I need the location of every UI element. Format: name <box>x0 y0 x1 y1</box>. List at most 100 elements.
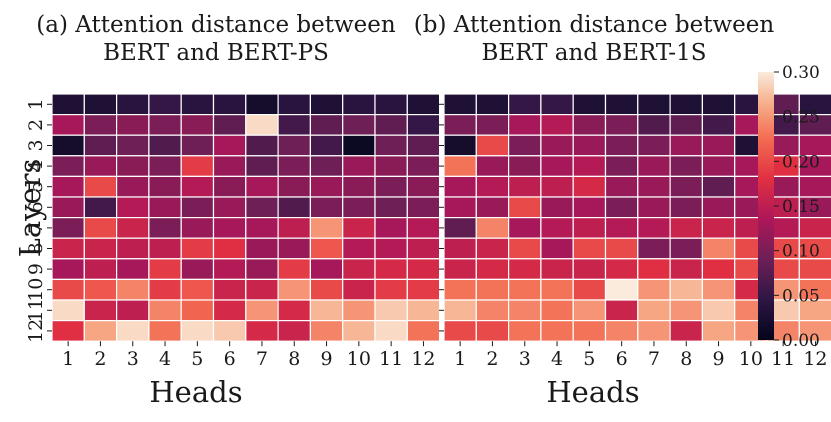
cell-p1-r1-c5 <box>572 93 607 116</box>
cell-p0-r7-c5 <box>180 217 215 239</box>
cell-p0-r8-c7 <box>245 237 279 260</box>
cell-p0-r3-c11 <box>374 134 408 157</box>
cell-p1-r2-c2 <box>475 113 510 136</box>
x-tick-label-p1-7: 7 <box>648 348 660 370</box>
cell-p1-r4-c6 <box>604 155 639 178</box>
cell-p1-r6-c1 <box>443 196 477 219</box>
cell-p1-r2-c6 <box>604 113 639 136</box>
cell-p1-r6-c6 <box>604 196 639 219</box>
cell-p0-r12-c6 <box>212 320 247 342</box>
x-tick-label-p1-2: 2 <box>486 348 498 370</box>
cell-p0-r5-c6 <box>212 175 247 198</box>
cell-p1-r11-c8 <box>669 299 703 322</box>
cell-p0-r1-c9 <box>309 93 344 116</box>
colorbar-tick-label-0.25: 0.25 <box>782 108 820 128</box>
cell-p1-r6-c2 <box>475 196 510 219</box>
cell-p0-r6-c7 <box>245 196 279 219</box>
x-tick-label-p0-3: 3 <box>127 348 139 370</box>
cell-p0-r3-c12 <box>406 134 441 157</box>
cell-p1-r11-c4 <box>540 299 574 322</box>
cell-p1-r4-c4 <box>540 155 574 178</box>
cell-p0-r9-c6 <box>212 258 247 280</box>
panel-a-title-line2: BERT and BERT-PS <box>103 40 329 66</box>
cell-p0-r12-c7 <box>245 320 279 342</box>
cell-p1-r11-c9 <box>701 299 736 322</box>
cell-p1-r3-c4 <box>540 134 574 157</box>
cell-p0-r10-c6 <box>212 278 247 301</box>
cell-p1-r8-c9 <box>701 237 736 260</box>
panel-b-title-line1: (b) Attention distance between <box>414 12 775 38</box>
cell-p1-r10-c4 <box>540 278 574 301</box>
cell-p1-r8-c3 <box>508 237 542 260</box>
cell-p1-r2-c9 <box>701 113 736 136</box>
cell-p0-r7-c8 <box>277 217 312 239</box>
cell-p0-r10-c3 <box>115 278 150 301</box>
cell-p1-r5-c7 <box>637 175 671 198</box>
cell-p1-r8-c7 <box>637 237 671 260</box>
colorbar-tick-label-0.20: 0.20 <box>782 152 820 172</box>
cell-p0-r11-c12 <box>406 299 441 322</box>
cell-p0-r1-c6 <box>212 93 247 116</box>
cell-p0-r2-c12 <box>406 113 441 136</box>
cell-p0-r10-c10 <box>342 278 376 301</box>
cell-p1-r7-c7 <box>637 217 671 239</box>
cell-p1-r5-c9 <box>701 175 736 198</box>
cell-p0-r10-c7 <box>245 278 279 301</box>
cell-p1-r12-c1 <box>443 320 477 342</box>
cell-p1-r1-c7 <box>637 93 671 116</box>
x-tick-label-p0-8: 8 <box>288 348 300 370</box>
cell-p0-r6-c5 <box>180 196 215 219</box>
cell-p1-r10-c8 <box>669 278 703 301</box>
cell-p0-r8-c9 <box>309 237 344 260</box>
cell-p1-r12-c7 <box>637 320 671 342</box>
cell-p0-r5-c11 <box>374 175 408 198</box>
cell-p0-r5-c10 <box>342 175 376 198</box>
cell-p1-r7-c4 <box>540 217 574 239</box>
cell-p0-r7-c2 <box>83 217 118 239</box>
cell-p0-r1-c12 <box>406 93 441 116</box>
cell-p0-r7-c9 <box>309 217 344 239</box>
cell-p1-r8-c8 <box>669 237 703 260</box>
cell-p1-r6-c7 <box>637 196 671 219</box>
cell-p0-r2-c3 <box>115 113 150 136</box>
cell-p0-r4-c7 <box>245 155 279 178</box>
cell-p0-r11-c7 <box>245 299 279 322</box>
cell-p0-r2-c2 <box>83 113 118 136</box>
cell-p1-r3-c7 <box>637 134 671 157</box>
cell-p0-r8-c3 <box>115 237 150 260</box>
x-tick-label-p1-10: 10 <box>739 348 763 370</box>
cell-p0-r4-c6 <box>212 155 247 178</box>
cell-p0-r11-c9 <box>309 299 344 322</box>
cell-p0-r10-c12 <box>406 278 441 301</box>
cell-p0-r8-c2 <box>83 237 118 260</box>
cell-p0-r2-c11 <box>374 113 408 136</box>
y-tick-label-4: 4 <box>25 160 47 172</box>
cell-p1-r12-c6 <box>604 320 639 342</box>
cell-p0-r6-c2 <box>83 196 118 219</box>
cell-p0-r12-c2 <box>83 320 118 342</box>
cell-p1-r9-c3 <box>508 258 542 280</box>
cell-p0-r3-c5 <box>180 134 215 157</box>
cell-p1-r5-c8 <box>669 175 703 198</box>
cell-p1-r5-c5 <box>572 175 607 198</box>
cell-p1-r5-c1 <box>443 175 477 198</box>
y-tick-label-12: 12 <box>25 319 47 343</box>
cell-p1-r10-c1 <box>443 278 477 301</box>
cell-p0-r8-c11 <box>374 237 408 260</box>
cell-p1-r5-c3 <box>508 175 542 198</box>
cell-p0-r4-c1 <box>51 155 85 178</box>
cell-p0-r8-c10 <box>342 237 376 260</box>
panel-a-title-line1: (a) Attention distance between <box>36 12 396 38</box>
cell-p0-r6-c11 <box>374 196 408 219</box>
cell-p0-r11-c10 <box>342 299 376 322</box>
cell-p0-r8-c6 <box>212 237 247 260</box>
cell-p0-r9-c8 <box>277 258 312 280</box>
cell-p0-r5-c1 <box>51 175 85 198</box>
y-tick-label-2: 2 <box>25 119 47 131</box>
cell-p1-r3-c8 <box>669 134 703 157</box>
cell-p1-r8-c2 <box>475 237 510 260</box>
cell-p0-r9-c10 <box>342 258 376 280</box>
cell-p1-r11-c6 <box>604 299 639 322</box>
cell-p1-r9-c12 <box>798 258 831 280</box>
